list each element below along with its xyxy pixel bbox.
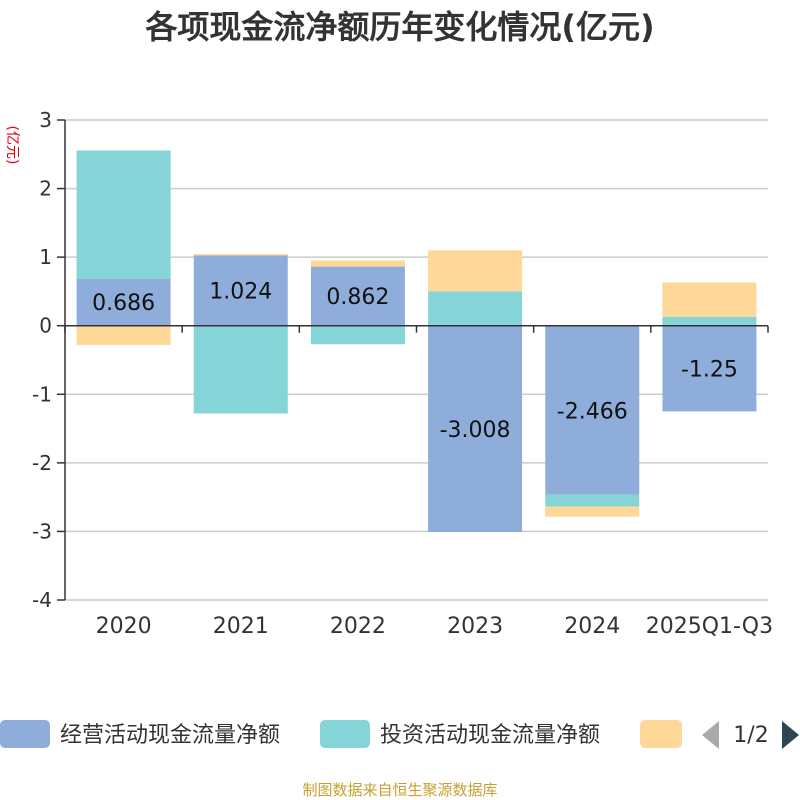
bar-2020-series-0 <box>76 278 171 326</box>
data-label-2022: 0.862 <box>326 285 389 310</box>
x-tick-label: 2023 <box>447 614 503 639</box>
legend-item-financing[interactable] <box>640 720 682 748</box>
legend-swatch-investing <box>320 720 370 748</box>
bar-2021-series-2 <box>193 254 288 256</box>
x-tick-label: 2021 <box>213 614 269 639</box>
bar-2024-series-1 <box>545 494 640 507</box>
legend-item-operating[interactable]: 经营活动现金流量净额 <box>0 720 280 748</box>
x-tick-label: 2022 <box>330 614 386 639</box>
bar-2025Q1-Q3-series-0 <box>662 325 757 412</box>
x-tick-label: 2025Q1-Q3 <box>646 614 773 639</box>
bar-2023-series-2 <box>428 250 523 292</box>
grid-lines <box>65 119 768 601</box>
legend-prev-page-icon[interactable] <box>702 721 719 749</box>
y-tick-label: -1 <box>32 382 52 406</box>
x-axis-ticks: 2020 2021 2022 2023 2024 2025Q1-Q3 <box>64 325 773 639</box>
legend-label-investing: 投资活动现金流量净额 <box>380 723 600 748</box>
bar-2024-series-0 <box>545 325 640 495</box>
data-labels: 0.686 1.024 0.862 -3.008 -2.466 -1.25 <box>92 280 738 443</box>
legend-swatch-operating <box>0 720 50 748</box>
legend-swatch-financing <box>640 720 682 748</box>
y-tick-label: 0 <box>39 314 52 338</box>
data-label-2025Q1-Q3: -1.25 <box>681 358 738 383</box>
bar-2022-series-0 <box>310 266 405 326</box>
y-axis-ticks: 3 2 1 0 -1 -2 -3 -4 <box>32 108 65 612</box>
y-tick-label: -4 <box>32 588 52 612</box>
bar-2021-series-1 <box>193 325 288 414</box>
legend-label-operating: 经营活动现金流量净额 <box>60 723 280 748</box>
bar-2020-series-1 <box>76 150 171 279</box>
bar-2022-series-1 <box>310 325 405 345</box>
data-label-2020: 0.686 <box>92 291 155 316</box>
bar-series <box>76 150 757 532</box>
legend-page-indicator: 1/2 <box>733 723 768 748</box>
y-tick-label: 1 <box>39 245 52 269</box>
y-tick-label: 3 <box>39 108 52 132</box>
y-tick-label: 2 <box>39 177 52 201</box>
bar-2021-series-0 <box>193 255 288 326</box>
y-tick-label: -2 <box>32 451 52 475</box>
bar-2023-series-1 <box>428 291 523 326</box>
bar-2022-series-2 <box>310 260 405 267</box>
x-tick-label: 2020 <box>96 614 152 639</box>
y-tick-label: -3 <box>32 519 52 543</box>
chart-title: 各项现金流净额历年变化情况(亿元) <box>145 8 654 46</box>
legend-next-page-icon[interactable] <box>782 721 799 749</box>
x-tick-label: 2024 <box>564 614 620 639</box>
legend: 经营活动现金流量净额 投资活动现金流量净额 1/2 <box>0 720 799 749</box>
data-label-2021: 1.024 <box>209 280 272 305</box>
y-axis-unit: (亿元) <box>4 126 20 165</box>
bar-2023-series-0 <box>428 325 523 532</box>
bar-2024-series-2 <box>545 506 640 517</box>
bar-2020-series-2 <box>76 325 171 345</box>
data-source-note: 制图数据来自恒生聚源数据库 <box>302 781 497 799</box>
data-label-2023: -3.008 <box>440 418 511 443</box>
legend-item-investing[interactable]: 投资活动现金流量净额 <box>320 720 600 748</box>
bar-2025Q1-Q3-series-1 <box>662 316 757 326</box>
bar-2025Q1-Q3-series-2 <box>662 282 757 317</box>
data-label-2024: -2.466 <box>557 399 628 424</box>
